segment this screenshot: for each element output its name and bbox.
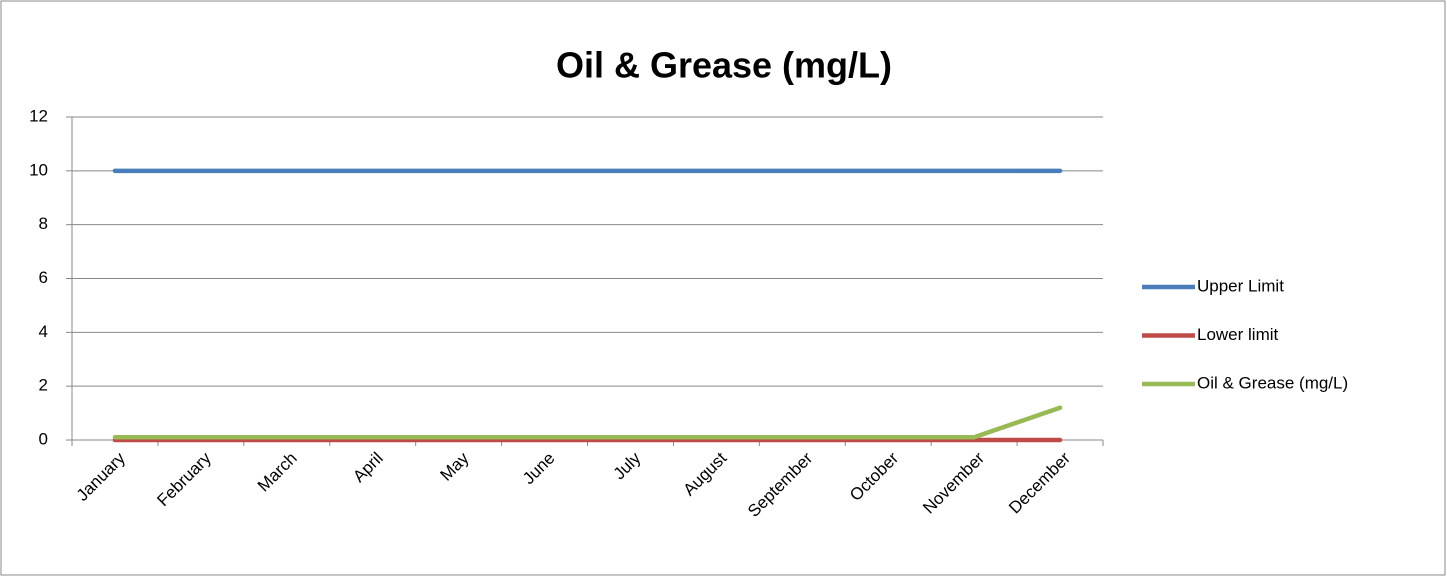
legend-label: Lower limit [1197, 325, 1279, 344]
y-tick-label: 12 [29, 106, 48, 125]
y-tick-label: 6 [39, 268, 48, 287]
y-tick-label: 4 [39, 322, 48, 341]
legend-label: Oil & Grease (mg/L) [1197, 373, 1348, 392]
series-line [112, 405, 1063, 440]
chart-title: Oil & Grease (mg/L) [556, 45, 892, 86]
y-tick-label: 2 [39, 376, 48, 395]
y-tick-label: 10 [29, 160, 48, 179]
y-tick-label: 0 [39, 429, 48, 448]
y-tick-label: 8 [39, 214, 48, 233]
legend-label: Upper Limit [1197, 276, 1284, 295]
